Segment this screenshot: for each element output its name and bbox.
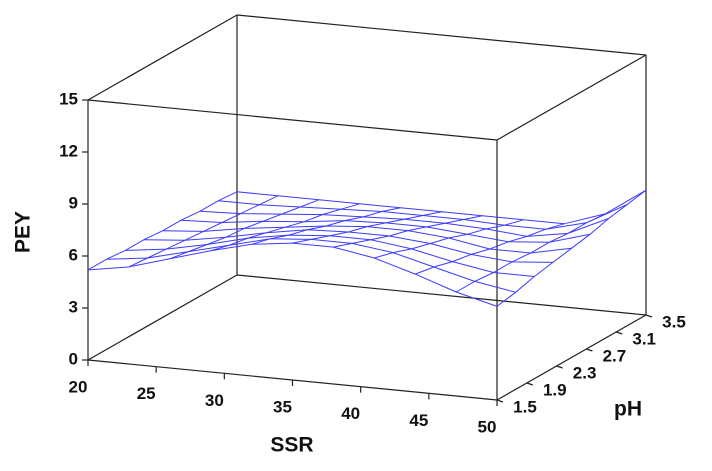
y-tick-label: 3.1 (632, 329, 656, 348)
x-tick-label: 30 (205, 391, 224, 410)
surface-line (143, 229, 553, 263)
surface-line (87, 242, 498, 307)
surface-line (169, 199, 319, 260)
surface-line (106, 238, 516, 293)
y-tick-label: 1.9 (543, 380, 567, 399)
x-tick-label: 40 (341, 404, 360, 423)
y-tick-label: 3.5 (662, 312, 686, 331)
surface-line (374, 219, 524, 259)
z-tick-label: 12 (59, 141, 78, 160)
box-edge (236, 14, 647, 56)
surface-line (496, 189, 647, 307)
x-tick-label: 20 (69, 377, 88, 396)
surface-line (292, 211, 442, 244)
box-edge (496, 314, 647, 401)
box-edge (87, 99, 498, 141)
y-tick (556, 365, 563, 369)
box-edge (236, 274, 647, 316)
surface-line (455, 213, 606, 293)
surface-line (251, 207, 401, 245)
z-tick-label: 0 (69, 349, 78, 368)
y-tick (526, 382, 533, 386)
x-tick-label: 25 (137, 384, 156, 403)
y-tick-label: 2.3 (573, 363, 597, 382)
x-tick-label: 35 (273, 397, 292, 416)
y-tick-label: 2.7 (603, 346, 627, 365)
y-tick (496, 399, 504, 403)
y-tick (586, 348, 593, 352)
surface-line (199, 210, 609, 237)
z-tick-label: 15 (59, 89, 78, 108)
box-edge (496, 54, 647, 141)
box-edge (87, 14, 238, 101)
surface-line (333, 215, 483, 248)
y-axis-title: pH (614, 398, 642, 421)
z-tick-label: 9 (69, 193, 78, 212)
z-axis-title: PEY (12, 211, 35, 253)
z-tick-label: 6 (69, 245, 78, 264)
x-tick-label: 45 (409, 411, 428, 430)
x-tick-label: 50 (478, 417, 497, 436)
y-tick-label: 1.5 (513, 397, 537, 416)
surface-line (210, 203, 360, 252)
x-axis-title: SSR (270, 434, 313, 457)
y-tick (616, 331, 623, 335)
surface-line (415, 223, 565, 275)
surface-line (128, 195, 279, 268)
z-tick-label: 3 (69, 297, 78, 316)
y-tick (645, 314, 653, 318)
surface-line (87, 191, 238, 271)
box-edge (87, 274, 238, 361)
